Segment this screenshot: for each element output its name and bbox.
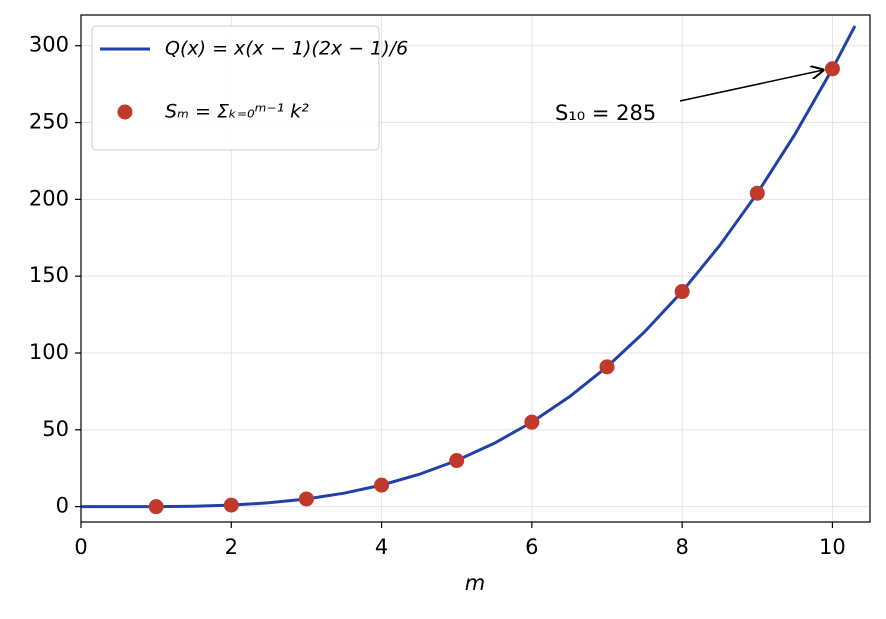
x-tick-label: 2 [225, 535, 238, 559]
y-tick-label: 150 [29, 263, 69, 287]
annotation-arrow [679, 70, 824, 102]
plot-frame [80, 14, 871, 523]
point [824, 61, 840, 77]
point [599, 359, 615, 375]
y-tick-label: 50 [42, 417, 69, 441]
point [223, 497, 239, 513]
point [749, 185, 765, 201]
y-tick-label: 250 [29, 110, 69, 134]
y-tick-label: 0 [56, 494, 69, 518]
x-tick-label: 0 [74, 535, 87, 559]
curve [81, 25, 857, 509]
x-tick-label: 10 [819, 535, 846, 559]
y-tick-label: 300 [29, 33, 69, 57]
point [298, 491, 314, 507]
y-tick-label: 200 [29, 186, 69, 210]
point [374, 477, 390, 493]
y-tick-label: 100 [29, 340, 69, 364]
x-tick-label: 6 [525, 535, 538, 559]
plot [81, 25, 857, 515]
annotation: S₁₀ = 285 [555, 101, 656, 125]
point [674, 284, 690, 300]
point [524, 414, 540, 430]
x-axis-label: m [465, 571, 485, 595]
point [449, 453, 465, 469]
legend-marker [117, 104, 133, 120]
x-tick-label: 8 [675, 535, 688, 559]
x-tick-label: 4 [375, 535, 388, 559]
point [148, 499, 164, 515]
legend-box [91, 25, 380, 151]
legend-label: Sₘ = Σₖ₌₀ᵐ⁻¹ k² [165, 101, 309, 123]
legend-label: Q(x) = x(x − 1)(2x − 1)/6 [165, 38, 408, 60]
